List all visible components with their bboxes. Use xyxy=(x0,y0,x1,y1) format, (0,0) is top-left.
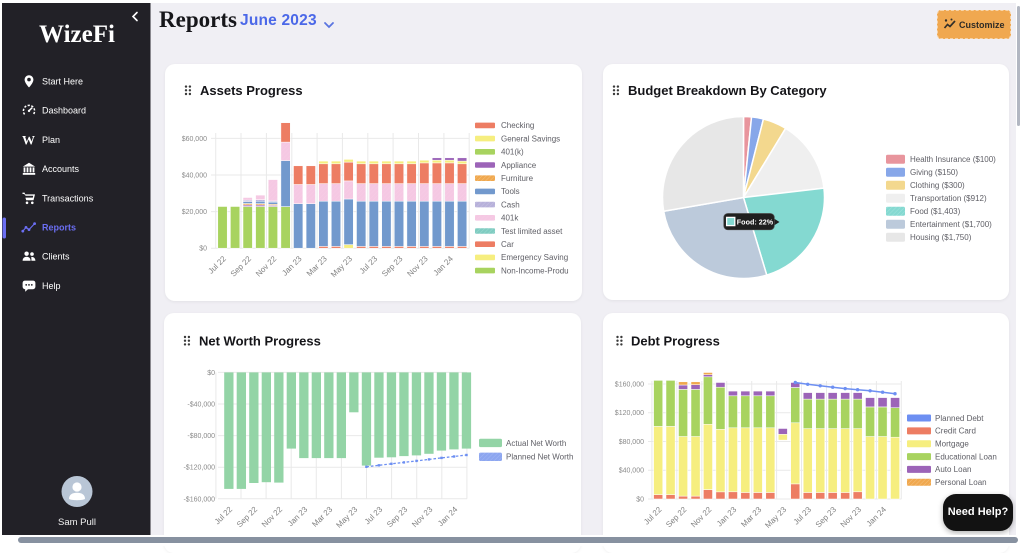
svg-text:Net Worth Progress: Net Worth Progress xyxy=(199,334,321,349)
svg-text:$0: $0 xyxy=(207,370,215,377)
svg-text:Actual Net Worth: Actual Net Worth xyxy=(506,439,566,448)
svg-text:Sep 23: Sep 23 xyxy=(814,505,839,530)
svg-text:Jan 23: Jan 23 xyxy=(286,504,310,528)
svg-text:May 23: May 23 xyxy=(763,505,788,530)
svg-text:Educational Loan: Educational Loan xyxy=(935,452,997,461)
svg-text:$20,000: $20,000 xyxy=(182,209,207,216)
svg-text:Personal Loan: Personal Loan xyxy=(935,478,987,487)
svg-text:Sep 23: Sep 23 xyxy=(380,254,405,279)
svg-text:Plan: Plan xyxy=(42,135,60,145)
svg-text:Nov 22: Nov 22 xyxy=(254,254,279,279)
svg-text:Entertainment ($1,700): Entertainment ($1,700) xyxy=(910,220,992,229)
svg-text:Mar 23: Mar 23 xyxy=(310,504,334,528)
svg-text:-$120,000: -$120,000 xyxy=(183,465,215,472)
svg-text:Clients: Clients xyxy=(42,252,70,262)
svg-text:Jul 22: Jul 22 xyxy=(213,504,235,526)
svg-text:$0: $0 xyxy=(636,497,644,504)
svg-text:May 23: May 23 xyxy=(329,254,354,279)
svg-text:Start Here: Start Here xyxy=(42,76,83,86)
svg-text:Transportation ($912): Transportation ($912) xyxy=(910,194,987,203)
svg-text:Sep 22: Sep 22 xyxy=(235,504,260,529)
svg-text:Housing ($1,750): Housing ($1,750) xyxy=(910,233,972,242)
svg-text:General Savings: General Savings xyxy=(501,134,560,143)
svg-text:-$80,000: -$80,000 xyxy=(187,433,215,440)
svg-text:Debt Progress: Debt Progress xyxy=(631,334,720,349)
svg-text:$0: $0 xyxy=(199,246,207,253)
svg-text:Assets Progress: Assets Progress xyxy=(200,83,303,98)
svg-text:May 23: May 23 xyxy=(334,504,359,529)
svg-text:$80,000: $80,000 xyxy=(619,439,644,446)
svg-text:Budget Breakdown By Category: Budget Breakdown By Category xyxy=(628,83,827,98)
svg-text:Cash: Cash xyxy=(501,200,520,209)
svg-text:Non-Income-Produ: Non-Income-Produ xyxy=(501,266,569,275)
svg-text:$60,000: $60,000 xyxy=(182,136,207,143)
svg-text:Sep 22: Sep 22 xyxy=(229,254,254,279)
svg-text:Jan 24: Jan 24 xyxy=(865,505,889,529)
svg-text:Car: Car xyxy=(501,240,514,249)
svg-text:Transactions: Transactions xyxy=(42,194,94,204)
svg-text:Accounts: Accounts xyxy=(42,164,80,174)
svg-text:Planned Debt: Planned Debt xyxy=(935,414,984,423)
svg-text:WizeFi: WizeFi xyxy=(39,21,115,48)
svg-text:Jul 23: Jul 23 xyxy=(363,504,385,526)
svg-text:Checking: Checking xyxy=(501,121,534,130)
svg-text:Jan 23: Jan 23 xyxy=(715,505,739,529)
svg-text:Jul 22: Jul 22 xyxy=(206,254,228,276)
svg-text:Nov 22: Nov 22 xyxy=(689,505,714,530)
svg-text:Auto Loan: Auto Loan xyxy=(935,465,971,474)
svg-text:Jan 23: Jan 23 xyxy=(280,254,304,278)
svg-text:Dashboard: Dashboard xyxy=(42,106,86,116)
svg-text:Jan 24: Jan 24 xyxy=(432,254,456,278)
svg-text:Mar 23: Mar 23 xyxy=(305,254,329,278)
svg-text:Furniture: Furniture xyxy=(501,174,534,183)
svg-text:Jul 22: Jul 22 xyxy=(642,505,664,527)
svg-text:$40,000: $40,000 xyxy=(182,173,207,180)
svg-text:$40,000: $40,000 xyxy=(619,468,644,475)
svg-text:Food ($1,403): Food ($1,403) xyxy=(910,207,961,216)
svg-text:Sep 23: Sep 23 xyxy=(385,504,410,529)
svg-text:W: W xyxy=(22,133,35,148)
svg-text:Jul 23: Jul 23 xyxy=(358,254,380,276)
svg-text:Mortgage: Mortgage xyxy=(935,440,969,449)
svg-text:Jul 23: Jul 23 xyxy=(792,505,814,527)
svg-text:Nov 22: Nov 22 xyxy=(260,504,285,529)
svg-text:401(k): 401(k) xyxy=(501,148,524,157)
svg-text:Sam Pull: Sam Pull xyxy=(58,517,96,528)
svg-text:-$40,000: -$40,000 xyxy=(187,402,215,409)
svg-text:$120,000: $120,000 xyxy=(615,410,644,417)
svg-text:Credit Card: Credit Card xyxy=(935,427,976,436)
svg-text:Sep 22: Sep 22 xyxy=(664,505,689,530)
svg-text:Help: Help xyxy=(42,281,61,291)
svg-text:Health Insurance ($100): Health Insurance ($100) xyxy=(910,155,996,164)
svg-text:Mar 23: Mar 23 xyxy=(739,505,763,529)
svg-text:Planned Net Worth: Planned Net Worth xyxy=(506,453,573,462)
svg-text:Jan 24: Jan 24 xyxy=(436,504,460,528)
svg-text:Tools: Tools xyxy=(501,187,520,196)
svg-text:Emergency Saving: Emergency Saving xyxy=(501,253,568,262)
svg-text:Nov 23: Nov 23 xyxy=(839,505,864,530)
svg-text:Nov 23: Nov 23 xyxy=(410,504,435,529)
svg-text:401k: 401k xyxy=(501,214,519,223)
svg-text:Food: 22%: Food: 22% xyxy=(737,218,774,227)
svg-text:Appliance: Appliance xyxy=(501,161,537,170)
svg-text:$160,000: $160,000 xyxy=(615,382,644,389)
svg-text:Nov 23: Nov 23 xyxy=(405,254,430,279)
svg-text:-$160,000: -$160,000 xyxy=(183,496,215,503)
svg-text:Giving ($150): Giving ($150) xyxy=(910,168,958,177)
svg-text:Test limited asset: Test limited asset xyxy=(501,227,563,236)
svg-text:Clothing ($300): Clothing ($300) xyxy=(910,181,965,190)
svg-text:Reports: Reports xyxy=(42,223,76,233)
